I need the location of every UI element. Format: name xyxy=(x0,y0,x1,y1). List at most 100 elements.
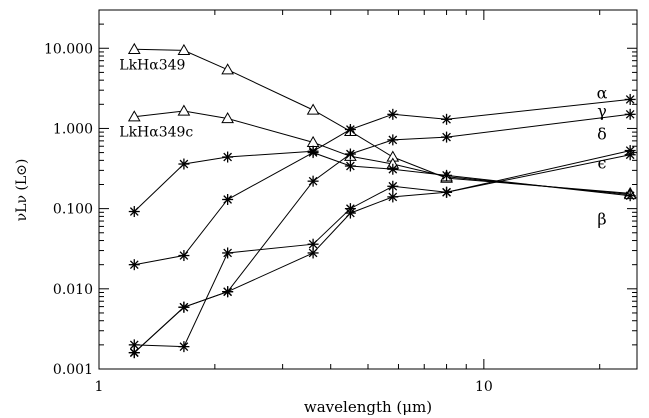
asterisk-stroke xyxy=(625,191,635,201)
asterisk-marker xyxy=(344,148,356,160)
asterisk-stroke xyxy=(179,251,189,260)
series-3 xyxy=(128,93,636,218)
series-label: LkHα349 xyxy=(119,57,185,73)
asterisk-stroke xyxy=(179,342,189,351)
asterisk-marker xyxy=(387,108,399,120)
series-layer xyxy=(127,42,637,359)
asterisk-stroke xyxy=(346,208,355,218)
x-tick-label: 10 xyxy=(475,379,493,395)
asterisk-marker xyxy=(222,193,234,205)
y-tick-label: 0.010 xyxy=(53,282,93,298)
asterisk-stroke xyxy=(129,207,139,216)
y-tick-label: 0.100 xyxy=(53,202,93,218)
asterisk-stroke xyxy=(442,187,451,197)
asterisk-marker xyxy=(344,124,356,136)
series-line xyxy=(133,154,631,353)
asterisk-stroke xyxy=(223,195,232,204)
asterisk-marker xyxy=(441,131,453,143)
series-line xyxy=(134,152,631,266)
asterisk-stroke xyxy=(442,114,451,124)
asterisk-marker xyxy=(178,341,190,353)
series-4 xyxy=(128,108,636,359)
series-label: δ xyxy=(597,125,607,144)
asterisk-marker xyxy=(128,347,140,359)
asterisk-stroke xyxy=(388,109,398,119)
triangle-marker xyxy=(177,43,191,56)
series-2 xyxy=(127,104,637,200)
triangle-marker xyxy=(221,112,234,124)
series-6 xyxy=(128,149,636,359)
triangle-marker xyxy=(177,104,191,116)
asterisk-marker xyxy=(128,259,140,271)
asterisk-marker xyxy=(624,93,636,105)
asterisk-marker xyxy=(387,180,399,192)
asterisk-stroke xyxy=(308,148,318,157)
triangle-marker xyxy=(221,63,234,75)
series-line xyxy=(133,98,631,212)
asterisk-stroke xyxy=(179,159,189,169)
asterisk-stroke xyxy=(308,239,318,249)
asterisk-stroke xyxy=(129,348,139,357)
asterisk-marker xyxy=(441,113,453,125)
y-axis-label: νLν (L⊙) xyxy=(14,159,30,222)
series-label: γ xyxy=(597,101,607,120)
asterisk-stroke xyxy=(179,302,189,312)
y-tick-label: 1.000 xyxy=(53,121,93,137)
asterisk-stroke xyxy=(308,248,318,258)
series-1 xyxy=(127,42,637,198)
series-5 xyxy=(128,145,636,353)
asterisk-stroke xyxy=(346,161,355,171)
asterisk-stroke xyxy=(129,340,139,350)
asterisk-marker xyxy=(387,134,399,146)
asterisk-stroke xyxy=(129,260,139,270)
asterisk-marker xyxy=(307,247,319,259)
asterisk-marker xyxy=(222,151,234,163)
x-tick-label: 1 xyxy=(95,379,104,395)
asterisk-marker xyxy=(178,301,190,313)
asterisk-stroke xyxy=(223,152,232,162)
asterisk-marker xyxy=(344,160,356,172)
asterisk-marker xyxy=(307,175,319,187)
asterisk-stroke xyxy=(346,149,355,159)
asterisk-marker xyxy=(128,206,140,218)
asterisk-marker xyxy=(624,149,636,161)
asterisk-stroke xyxy=(388,192,398,202)
y-tick-label: 10.000 xyxy=(44,41,93,57)
series-7 xyxy=(128,147,636,271)
series-label: α xyxy=(597,83,608,102)
asterisk-marker xyxy=(624,108,636,120)
asterisk-stroke xyxy=(223,248,232,258)
triangle-marker xyxy=(127,42,141,54)
series-label: ϵ xyxy=(598,154,607,173)
asterisk-stroke xyxy=(308,176,318,186)
asterisk-stroke xyxy=(625,95,635,104)
asterisk-marker xyxy=(307,147,319,159)
y-axis-ticks: 0.001 0.010 0.100 1.000 10.000 xyxy=(44,9,637,378)
asterisk-marker xyxy=(387,191,399,203)
y-tick-label: 0.001 xyxy=(53,362,93,378)
asterisk-marker xyxy=(624,190,636,202)
x-axis-ticks: 1 10 xyxy=(95,10,601,395)
asterisk-marker xyxy=(387,163,399,175)
asterisk-stroke xyxy=(442,132,451,142)
asterisk-stroke xyxy=(388,164,398,174)
series-line xyxy=(134,150,631,348)
asterisk-stroke xyxy=(388,135,398,145)
asterisk-marker xyxy=(441,186,453,198)
asterisk-marker xyxy=(178,158,190,170)
series-line xyxy=(134,48,631,194)
asterisk-marker xyxy=(178,250,190,262)
series-label: β xyxy=(597,210,606,229)
x-axis-label: wavelength (μm) xyxy=(304,398,432,416)
asterisk-marker xyxy=(344,207,356,219)
asterisk-stroke xyxy=(346,125,355,134)
asterisk-stroke xyxy=(625,109,635,119)
asterisk-marker xyxy=(441,169,453,181)
asterisk-stroke xyxy=(625,150,635,160)
asterisk-stroke xyxy=(388,181,398,191)
asterisk-stroke xyxy=(223,287,232,297)
asterisk-marker xyxy=(222,286,234,298)
asterisk-stroke xyxy=(442,171,451,180)
